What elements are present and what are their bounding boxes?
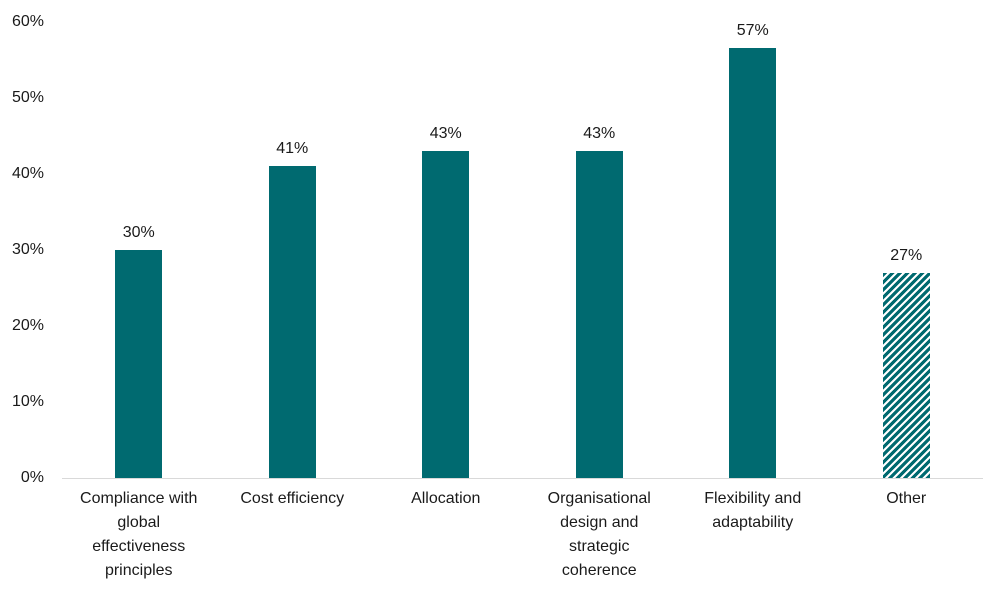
category-label: Other	[830, 487, 984, 583]
y-tick-label: 30%	[11, 241, 44, 258]
bar-hatched	[882, 272, 930, 478]
category-label-text: Compliance with global effectiveness pri…	[80, 490, 198, 579]
y-tick-label: 10%	[11, 393, 44, 410]
bar	[422, 151, 470, 478]
category-label-text: Cost efficiency	[240, 490, 345, 507]
bar-slot: 43%	[369, 22, 523, 478]
y-tick-label: 40%	[11, 165, 44, 182]
y-tick-label: 60%	[11, 13, 44, 30]
bar-slot: 30%	[62, 22, 216, 478]
category-label-text: Flexibility and adaptability	[704, 490, 802, 531]
category-label: Cost efficiency	[216, 487, 370, 583]
bar-slot: 57%	[676, 22, 830, 478]
bar	[115, 250, 163, 478]
bar-value-label: 41%	[276, 140, 309, 158]
bar-value-label: 57%	[736, 22, 769, 39]
bar-value-label: 27%	[890, 246, 923, 264]
category-label: Flexibility and adaptability	[676, 487, 830, 583]
y-tick-label: 0%	[20, 469, 44, 486]
category-label: Allocation	[369, 487, 523, 583]
bar-value-label: 43%	[583, 125, 616, 143]
category-label-text: Other	[886, 490, 927, 507]
bar-slot: 43%	[523, 22, 677, 478]
category-label-text: Allocation	[411, 490, 481, 507]
bar-slot: 41%	[216, 22, 370, 478]
y-tick-label: 50%	[11, 89, 44, 106]
bar	[268, 166, 316, 478]
y-tick-label: 20%	[11, 317, 44, 334]
bar-value-label: 43%	[429, 125, 462, 143]
x-axis-baseline	[62, 478, 983, 479]
bar	[575, 151, 623, 478]
x-axis-labels: Compliance with global effectiveness pri…	[62, 487, 983, 583]
y-axis: 60% 50% 40% 30% 20% 10% 0%	[0, 13, 44, 486]
category-label: Organisational design and strategic cohe…	[523, 487, 677, 583]
bar	[729, 48, 777, 478]
category-label-text: Organisational design and strategic cohe…	[547, 490, 651, 579]
bar-value-label: 30%	[122, 224, 155, 241]
bar-slot: 27%	[830, 22, 984, 478]
category-label: Compliance with global effectiveness pri…	[62, 487, 216, 583]
plot-area: 30% 41% 43% 43% 57% 27%	[62, 22, 983, 478]
